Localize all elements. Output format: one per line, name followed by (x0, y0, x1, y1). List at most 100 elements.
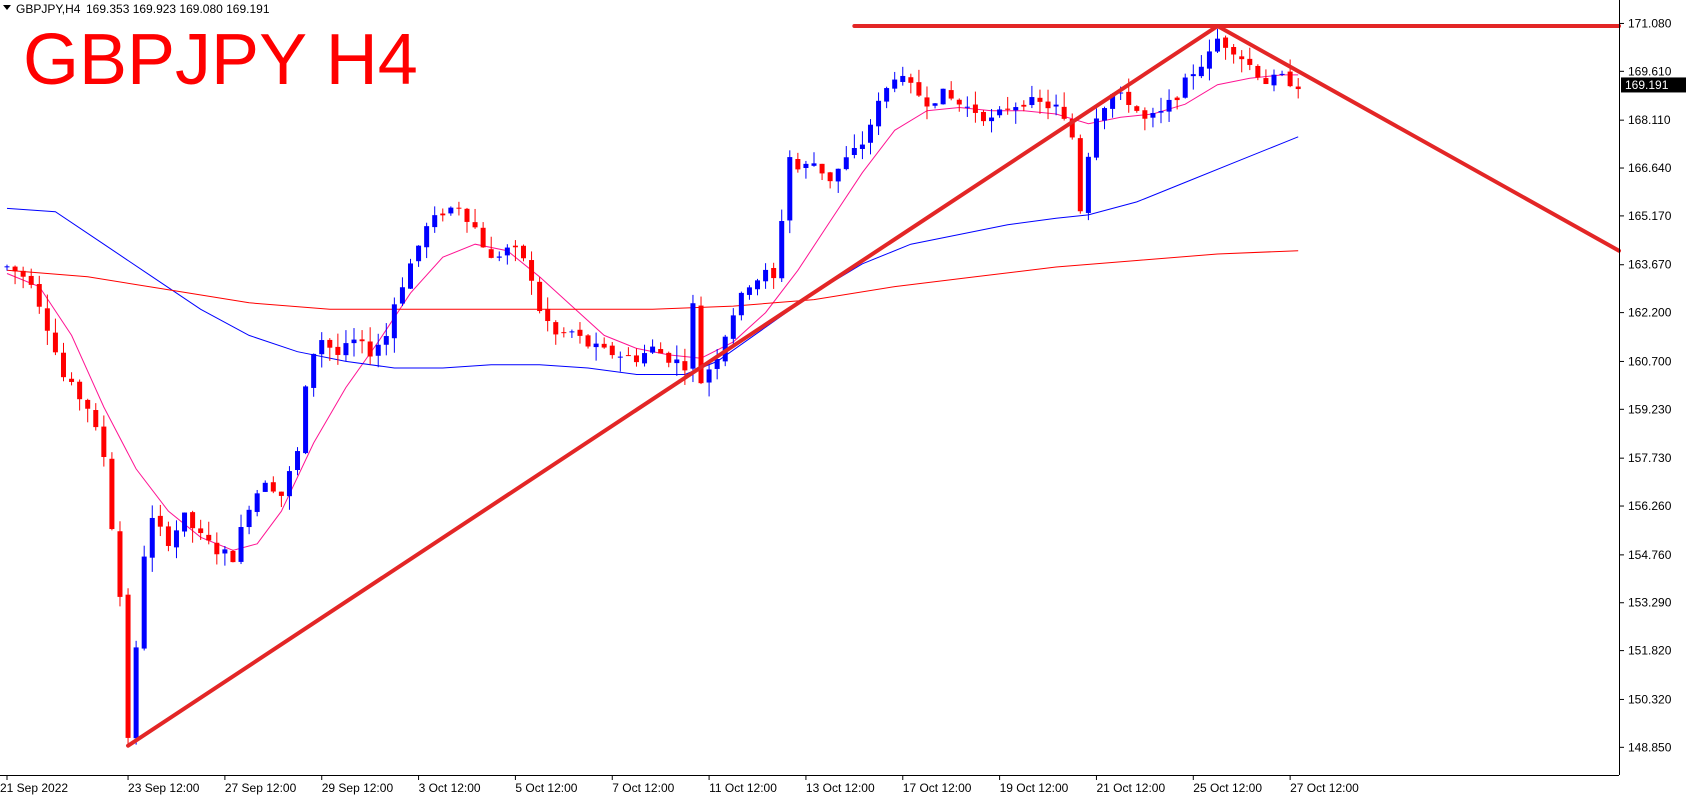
candle-body (1110, 94, 1116, 109)
candle-body (1223, 37, 1229, 48)
candle-body (327, 339, 333, 348)
candle-body (932, 103, 938, 106)
candle-body (1295, 86, 1301, 90)
moving-average-line (6, 250, 1299, 310)
candle-body (520, 245, 526, 259)
candle-body (496, 256, 502, 258)
candle-body (262, 482, 268, 492)
candle-body (916, 82, 922, 96)
candle-body (1077, 138, 1083, 212)
candle-body (601, 343, 607, 348)
candle-body (835, 168, 841, 182)
ohlc-values: 169.353 169.923 169.080 169.191 (86, 2, 270, 16)
candle-body (948, 90, 954, 99)
candle-body (480, 227, 486, 248)
candle-body (1247, 58, 1253, 65)
candle-body (1085, 156, 1091, 213)
candle-body (85, 399, 91, 409)
candle-body (173, 530, 179, 548)
price-tick-label: 163.670 (1628, 258, 1672, 272)
candle-body (1206, 51, 1212, 69)
candle-body (900, 75, 906, 82)
candle-body (964, 106, 970, 108)
candle-body (956, 99, 962, 105)
candle-body (1126, 91, 1132, 105)
candle-body (190, 512, 196, 529)
candle-body (254, 493, 260, 512)
candle-body (730, 315, 736, 339)
candle-body (545, 308, 551, 322)
trendlines[interactable] (126, 24, 1621, 748)
candle-body (286, 471, 292, 497)
candle-body (351, 339, 357, 344)
candle-body (674, 359, 680, 364)
candle-body (1190, 74, 1196, 77)
candle-body (924, 97, 930, 107)
candle-body (972, 104, 978, 113)
candle-body (1134, 106, 1140, 111)
candle-body (537, 281, 543, 312)
candle-body (1093, 118, 1099, 158)
candle-body (763, 269, 769, 282)
current-price-label: 169.191 (1621, 77, 1686, 93)
candle-body (109, 458, 115, 530)
candle-body (149, 517, 155, 558)
candle-body (811, 163, 817, 166)
current-price-value: 169.191 (1625, 78, 1669, 92)
candle-body (577, 329, 583, 336)
candle-body (432, 215, 438, 228)
candle-body (367, 341, 373, 357)
candle-body (617, 356, 623, 358)
candle-body (1166, 99, 1172, 112)
candle-body (593, 343, 599, 348)
candle-body (892, 79, 898, 89)
candle-body (343, 343, 349, 356)
price-tick-label: 162.200 (1628, 306, 1672, 320)
moving-averages (6, 74, 1299, 551)
candle-body (1231, 47, 1237, 55)
candle-body (1198, 66, 1204, 77)
time-tick-label: 23 Sep 12:00 (128, 781, 200, 795)
candle-body (206, 534, 212, 541)
candle-body (303, 386, 309, 454)
time-tick-label: 27 Oct 12:00 (1290, 781, 1359, 795)
candle-body (52, 332, 58, 353)
candle-body (940, 88, 946, 105)
price-tick-label: 169.610 (1628, 64, 1672, 78)
candle-body (1215, 38, 1220, 52)
moving-average-line (6, 136, 1299, 375)
candle-body (133, 647, 139, 739)
candle-body (157, 515, 163, 527)
candle-body (488, 249, 494, 258)
price-tick-label: 151.820 (1628, 644, 1672, 658)
moving-average-line (6, 74, 1299, 551)
candle-body (295, 451, 301, 471)
candle-body (1174, 97, 1180, 101)
candle-body (311, 353, 317, 388)
candle-body (529, 260, 535, 281)
candle-body (1029, 97, 1035, 106)
price-tick-label: 153.290 (1628, 596, 1672, 610)
time-tick-label: 17 Oct 12:00 (903, 781, 972, 795)
time-tick-label: 13 Oct 12:00 (806, 781, 875, 795)
candle-body (698, 305, 704, 384)
candle-body (561, 332, 567, 334)
price-tick-label: 148.850 (1628, 740, 1672, 754)
candle-body (682, 361, 688, 371)
candle-body (20, 270, 26, 277)
candle-body (12, 266, 18, 272)
chart-menu-icon[interactable] (3, 5, 11, 10)
symbol-timeframe: GBPJPY,H4 (16, 2, 81, 16)
candle-body (1279, 73, 1285, 75)
candle-body (1013, 107, 1019, 111)
candle-body (633, 355, 639, 363)
time-tick-label: 19 Oct 12:00 (1000, 781, 1069, 795)
candle-body (585, 335, 591, 347)
candle-body (803, 163, 809, 169)
candle-body (779, 221, 785, 279)
candle-body (416, 245, 422, 262)
trendline (1215, 24, 1621, 253)
overlay-title: GBPJPY H4 (23, 20, 418, 100)
candle-body (1150, 112, 1156, 118)
